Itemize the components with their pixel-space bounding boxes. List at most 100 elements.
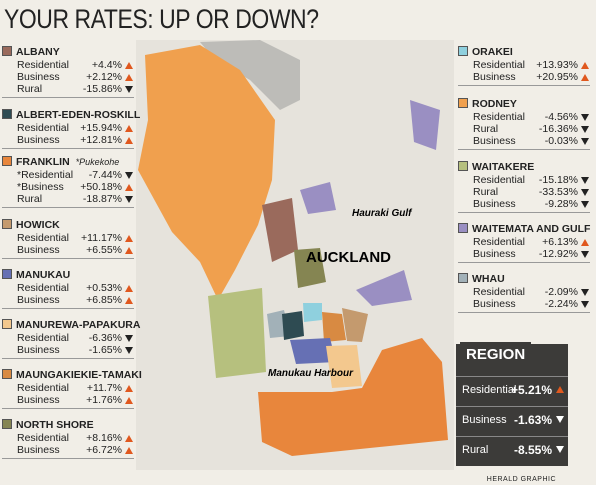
swatch [2,46,12,56]
rate-row: Residential +15.94% [2,122,134,134]
region-title: REGION [460,342,532,367]
separator [2,207,134,208]
rate-value: -15.18% [538,174,578,186]
rate-label: Business [17,344,60,356]
area-panel: RODNEY Residential -4.56% Rural -16.36% Busin… [458,97,590,147]
arrow [125,172,133,179]
area-shape [282,311,304,340]
rate-value: -0.03% [544,135,578,147]
arrow [125,196,133,203]
rate-row: Residential -4.56% [458,111,590,123]
rate-label: Business [473,298,516,310]
rate-value: +11.17% [81,232,122,244]
rate-label: *Residential [17,169,74,181]
separator [2,258,134,259]
arrow [125,385,133,392]
area-shape [294,248,326,288]
rate-value: +6.85% [86,294,122,306]
rate-label: Residential [473,286,525,298]
rate-label: Business [473,71,516,83]
area-panel: WAITAKERE Residential -15.18% Rural -33.53% B… [458,160,590,210]
area-name: ALBANY [16,46,60,58]
rate-row: Business +20.95% [458,71,590,83]
rate-row: Residential -15.18% [458,174,590,186]
separator [458,85,590,86]
area-name-row: MANUREWA-PAPAKURA [2,318,140,332]
arrow [125,125,133,132]
area-name: WAITAKERE [472,161,535,173]
rate-value: -15.86% [82,83,122,95]
swatch [2,419,12,429]
area-name-row: ORAKEI [458,45,590,59]
rate-label: Rural [17,83,43,95]
area-name: MAUNGAKIEKIE-TAMAKI [16,369,142,381]
rate-row: Business -2.24% [458,298,590,310]
rate-label: Rural [462,444,489,456]
rate-label: Business [473,198,516,210]
rate-value: -18.87% [82,193,122,205]
separator [458,262,590,263]
rate-label: Rural [17,193,43,205]
area-shape [410,100,440,150]
arrow [556,416,564,423]
rate-label: Residential [17,59,69,71]
rate-row: Rural -15.86% [2,83,134,95]
area-name: ALBERT-EDEN-ROSKILL [16,109,141,121]
area-panel: HOWICK Residential +11.17% Business +6.55% [2,218,134,256]
region-row: Business -1.63% [456,406,568,433]
area-panel: MAUNGAKIEKIE-TAMAKI Residential +11.7% Busi… [2,368,142,406]
map-label: Hauraki Gulf [352,208,413,219]
area-shape [258,338,448,456]
rate-value: -1.63% [513,413,552,427]
rate-value: +0.53% [86,282,122,294]
area-name-row: WAITEMATA AND GULF [458,222,590,236]
area-name-row: ALBANY [2,45,134,59]
area-name: ORAKEI [472,46,513,58]
rate-value: +1.76% [86,394,122,406]
rate-label: Business [17,71,60,83]
area-name-row: RODNEY [458,97,590,111]
swatch [458,273,468,283]
region-box: REGION Residential +5.21% Business -1.63% Ru… [456,342,568,466]
rate-row: Business +2.12% [2,71,134,83]
rate-label: Residential [473,236,525,248]
rate-label: Business [473,135,516,147]
area-shape [208,288,266,378]
rate-row: Business +6.55% [2,244,134,256]
swatch [2,156,12,166]
rate-row: Rural -16.36% [458,123,590,135]
separator [2,408,134,409]
rate-value: -2.09% [544,286,578,298]
arrow [581,239,589,246]
area-name: MANUREWA-PAPAKURA [16,319,141,331]
arrow [125,184,133,191]
swatch [458,98,468,108]
arrow [125,397,133,404]
separator [2,97,134,98]
map-label: AUCKLAND [306,249,391,266]
rate-value: -16.36% [538,123,578,135]
area-name-row: NORTH SHORE [2,418,134,432]
arrow [581,114,589,121]
title: YOUR RATES: UP OR DOWN? [4,4,319,34]
land-north [200,40,300,110]
arrow [125,297,133,304]
area-panel: ALBERT-EDEN-ROSKILL Residential +15.94% Bus… [2,108,140,146]
rate-label: Residential [17,122,69,134]
rate-label: Business [473,248,516,260]
area-panel: NORTH SHORE Residential +8.16% Business +6.7… [2,418,134,456]
rate-row: Business +6.72% [2,444,134,456]
rate-row: Residential +11.7% [2,382,134,394]
arrow [581,301,589,308]
separator [458,312,590,313]
area-panel: MANUREWA-PAPAKURA Residential -6.36% Busine… [2,318,140,356]
rate-value: -8.55% [513,443,552,457]
separator [2,458,134,459]
arrow [556,446,564,453]
area-name-row: ALBERT-EDEN-ROSKILL [2,108,140,122]
area-panel: FRANKLIN *Pukekohe *Residential -7.44% *Busi… [2,155,134,205]
rate-label: Rural [473,123,499,135]
area-name: HOWICK [16,219,60,231]
area-shape [303,303,322,322]
